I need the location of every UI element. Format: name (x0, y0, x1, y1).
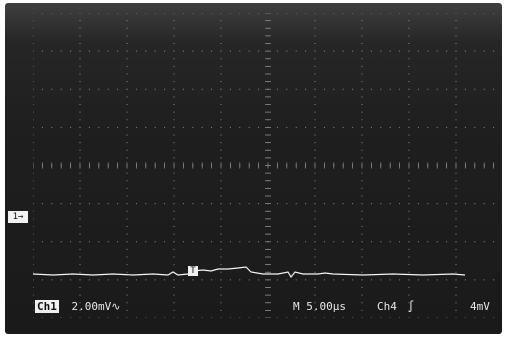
trigger-slope-icon: ∫ (407, 300, 415, 313)
trigger-position-marker: T (188, 266, 198, 276)
channel-scale-readout: Ch1 2.00mV∿ (35, 300, 120, 313)
graticule (33, 13, 495, 318)
channel-badge: Ch1 (35, 300, 59, 313)
timebase-readout: M 5.00µs (293, 300, 346, 313)
trigger-source: Ch4 (377, 300, 397, 313)
waveform-trace (33, 266, 466, 279)
trigger-level-readout: 4mV (470, 300, 490, 313)
oscilloscope-screen: 1→ T Ch1 2.00mV∿ M 5.00µs Ch4 ∫ 4mV (5, 3, 502, 334)
trigger-source-readout: Ch4 ∫ (377, 300, 414, 313)
channel-scale: 2.00mV∿ (71, 300, 121, 313)
channel1-ground-marker: 1→ (8, 211, 28, 223)
